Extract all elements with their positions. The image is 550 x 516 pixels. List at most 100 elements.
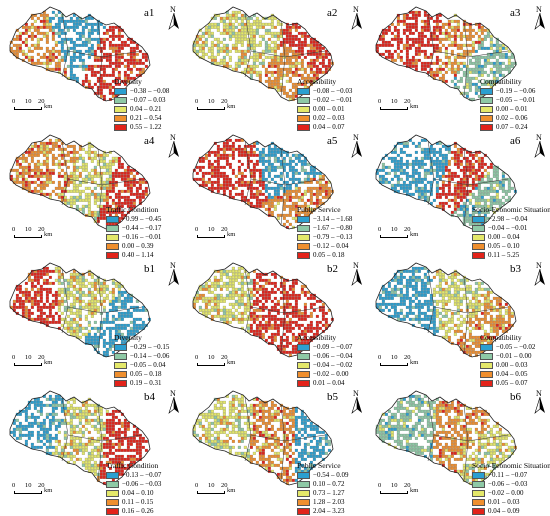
grid-cell [441,31,445,35]
grid-cell [237,159,241,163]
grid-cell [228,192,232,196]
grid-cell [63,174,67,178]
grid-cell [483,37,487,41]
grid-cell [420,49,424,53]
grid-cell [270,19,274,23]
grid-cell [447,147,451,151]
grid-cell [468,168,472,172]
grid-cell [396,22,400,26]
grid-cell [213,174,217,178]
grid-cell [225,159,229,163]
grid-cell [123,189,127,193]
grid-cell [36,28,40,32]
grid-cell [294,58,298,62]
grid-cell [45,58,49,62]
grid-cell [21,156,25,160]
grid-cell [432,198,436,202]
legend-label: −0.44 – −0.17 [122,224,162,232]
grid-cell [309,207,313,211]
grid-cell [264,296,268,300]
grid-cell [318,308,322,312]
grid-cell [246,28,250,32]
grid-cell [195,177,199,181]
grid-cell [408,299,412,303]
grid-cell [24,171,28,175]
grid-cell [306,61,310,65]
grid-cell [9,46,13,50]
grid-cell [102,180,106,184]
grid-cell [474,290,478,294]
grid-cell [249,186,253,190]
grid-cell [60,43,64,47]
grid-cell [291,287,295,291]
scale-tick-label: 20 [221,354,228,361]
grid-cell [315,323,319,327]
grid-cell [75,189,79,193]
grid-cell [252,43,256,47]
grid-cell [39,305,43,309]
grid-cell [312,40,316,44]
map-a2 [192,6,334,102]
grid-cell [102,156,106,160]
grid-cell [108,338,112,342]
grid-cell [444,299,448,303]
grid-cell [93,344,97,348]
grid-cell [126,165,130,169]
grid-cell [234,61,238,65]
grid-cell [87,320,91,324]
grid-cell [288,46,292,50]
grid-cell [63,293,67,297]
grid-cell [438,153,442,157]
scale-unit: km [410,231,419,238]
grid-cell [102,79,106,83]
grid-cell [459,55,463,59]
grid-cell [111,28,115,32]
grid-cell [66,314,70,318]
grid-cell [312,76,316,80]
grid-cell [102,290,106,294]
grid-cell [117,293,121,297]
grid-cell [87,323,91,327]
grid-cell [54,144,58,148]
grid-cell [393,174,397,178]
grid-cell [276,183,280,187]
grid-cell [225,281,229,285]
grid-cell [231,317,235,321]
grid-cell [15,180,19,184]
grid-cell [54,40,58,44]
grid-cell [267,192,271,196]
grid-cell [57,58,61,62]
grid-cell [300,46,304,50]
grid-cell [450,43,454,47]
grid-cell [93,278,97,282]
grid-cell [21,183,25,187]
grid-cell [480,281,484,285]
grid-cell [198,165,202,169]
grid-cell [90,293,94,297]
grid-cell [318,67,322,71]
north-label: N [353,133,359,142]
grid-cell [501,201,505,205]
grid-cell [507,180,511,184]
grid-cell [33,162,37,166]
grid-cell [285,213,289,217]
grid-cell [132,320,136,324]
grid-cell [456,293,460,297]
grid-cell [480,174,484,178]
legend-title: Accessibility [297,333,337,342]
grid-cell [438,284,442,288]
grid-cell [507,55,511,59]
grid-cell [120,335,124,339]
grid-cell [477,186,481,190]
grid-cell [132,177,136,181]
grid-cell [270,186,274,190]
grid-cell [474,55,478,59]
grid-cell [291,296,295,300]
grid-cell [135,323,139,327]
grid-cell [426,180,430,184]
grid-cell [255,22,259,26]
grid-cell [444,49,448,53]
grid-cell [96,37,100,41]
scale-unit: km [44,103,53,110]
grid-cell [453,296,457,300]
